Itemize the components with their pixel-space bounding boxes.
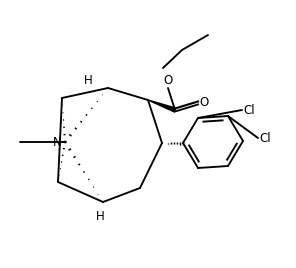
Text: O: O (199, 96, 208, 110)
Text: Cl: Cl (259, 132, 271, 144)
Text: O: O (163, 74, 173, 87)
Polygon shape (148, 100, 176, 112)
Text: H: H (96, 210, 104, 222)
Text: Cl: Cl (243, 103, 255, 117)
Text: H: H (84, 73, 92, 87)
Text: N: N (53, 136, 62, 148)
